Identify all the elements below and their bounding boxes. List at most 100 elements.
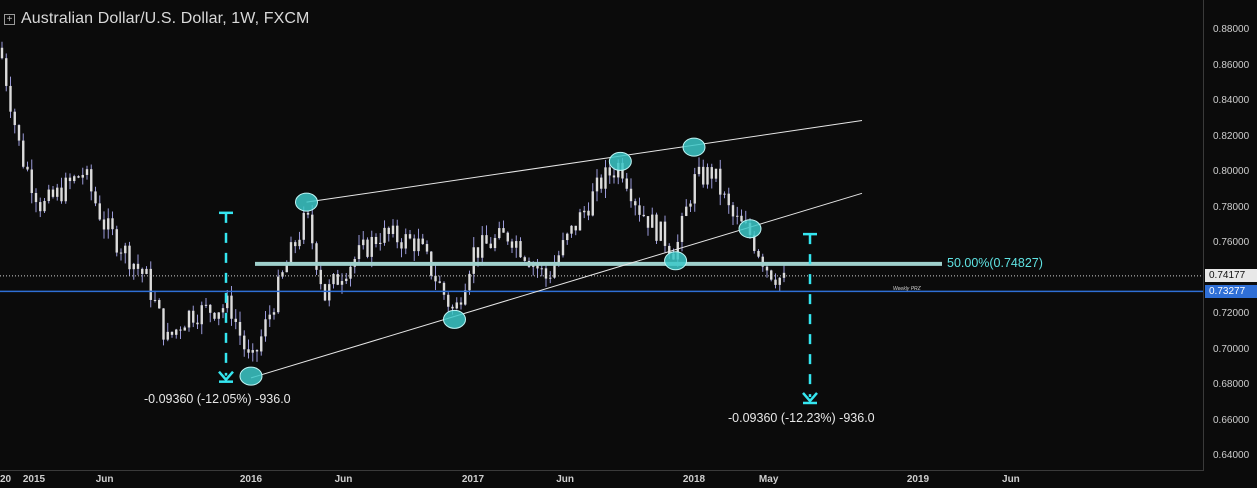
candle[interactable] [612,175,616,178]
candle[interactable] [702,166,705,185]
candle[interactable] [506,232,509,242]
candle[interactable] [302,212,305,240]
candle[interactable] [251,350,254,353]
candle[interactable] [502,228,505,233]
candle[interactable] [523,257,526,261]
turning-point-marker[interactable] [443,309,466,329]
candle[interactable] [306,212,310,215]
candle[interactable] [540,268,543,270]
candle[interactable] [587,210,590,216]
candle[interactable] [328,284,331,301]
candle[interactable] [493,238,497,249]
candle[interactable] [175,329,178,335]
candle[interactable] [68,177,72,182]
candle[interactable] [485,235,488,244]
candle[interactable] [629,188,633,202]
expand-icon[interactable]: + [4,13,15,25]
candle[interactable] [141,268,144,274]
candle[interactable] [736,215,739,217]
candle[interactable] [51,189,55,197]
candle[interactable] [115,229,118,253]
candle[interactable] [723,193,726,195]
candle[interactable] [374,236,378,245]
candle[interactable] [544,268,548,279]
candle[interactable] [153,299,157,301]
candle[interactable] [370,236,373,257]
candle[interactable] [311,214,314,244]
candle[interactable] [646,216,650,228]
candle[interactable] [166,331,169,340]
candle[interactable] [209,304,212,313]
candle[interactable] [591,191,594,216]
candle[interactable] [107,218,110,230]
candle[interactable] [408,234,412,239]
candle[interactable] [761,256,764,267]
time-axis[interactable]: 2015 Jun 2016 Jun 2017 Jun 2018 May 2019 Jun 2020 [0,470,1204,488]
candle[interactable] [706,167,709,185]
candle[interactable] [128,245,131,270]
candle[interactable] [438,281,441,283]
candle[interactable] [298,239,301,247]
turning-point-marker[interactable] [295,192,318,212]
candle[interactable] [94,191,97,204]
candle[interactable] [200,305,203,325]
candle[interactable] [366,239,369,257]
candle[interactable] [719,168,722,195]
candle[interactable] [651,214,654,228]
candle[interactable] [472,247,475,274]
candle[interactable] [604,167,607,189]
candle[interactable] [217,312,220,319]
candle[interactable] [158,300,161,309]
candle[interactable] [98,203,101,220]
candle[interactable] [183,327,186,331]
candle[interactable] [315,243,318,270]
candle[interactable] [319,269,322,285]
candle[interactable] [417,238,420,252]
candle[interactable] [73,176,76,182]
candle[interactable] [625,178,628,189]
candle[interactable] [468,273,471,291]
candle[interactable] [553,264,556,278]
candle[interactable] [659,221,662,241]
candle[interactable] [642,214,645,217]
candle[interactable] [85,169,89,175]
candle[interactable] [247,349,250,353]
candle[interactable] [170,331,174,335]
candle[interactable] [34,193,38,203]
candle[interactable] [379,242,382,245]
candle[interactable] [459,302,463,305]
candle[interactable] [634,201,637,206]
candle[interactable] [362,239,365,246]
candle[interactable] [510,241,514,248]
candle[interactable] [578,212,582,231]
candle[interactable] [476,247,480,258]
candle[interactable] [549,277,552,279]
candle[interactable] [489,243,492,249]
turning-point-marker[interactable] [664,251,688,271]
turning-point-marker[interactable] [239,366,263,386]
candle[interactable] [9,85,12,112]
candle[interactable] [323,284,327,301]
candle[interactable] [600,177,603,189]
candle[interactable] [680,215,684,242]
candle[interactable] [149,268,152,300]
candle[interactable] [60,187,63,202]
candle[interactable] [289,242,293,264]
turning-point-marker[interactable] [738,219,762,239]
candle[interactable] [778,277,781,285]
candle[interactable] [391,225,395,234]
candle[interactable] [455,302,458,309]
candle[interactable] [434,275,437,282]
candle[interactable] [47,189,50,201]
candle[interactable] [685,206,688,216]
candle[interactable] [294,242,297,247]
candle[interactable] [285,263,288,273]
candle[interactable] [714,168,718,179]
candle[interactable] [357,245,361,260]
candle[interactable] [689,203,692,207]
candle[interactable] [277,276,280,313]
candle[interactable] [557,255,560,265]
candle[interactable] [655,214,658,241]
candle[interactable] [255,350,259,352]
